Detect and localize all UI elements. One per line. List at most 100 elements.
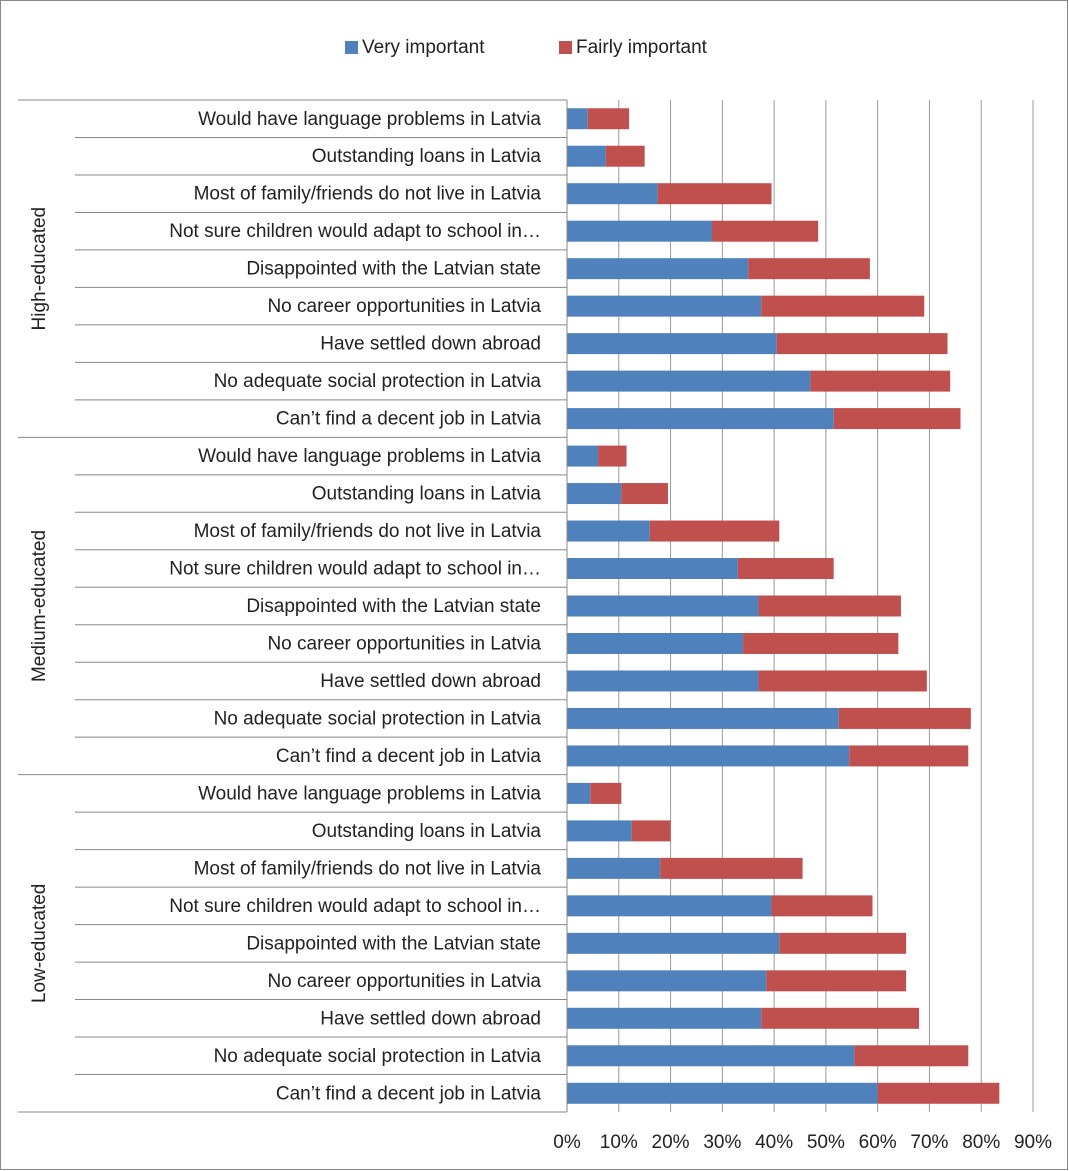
bar <box>838 707 971 729</box>
y-tick-label: Outstanding loans in Latvia <box>312 146 542 167</box>
bar <box>567 782 591 804</box>
y-tick-label: No adequate social protection in Latvia <box>214 371 542 392</box>
bar <box>833 408 961 430</box>
y-tick-label: Outstanding loans in Latvia <box>312 484 542 505</box>
bar <box>587 108 630 130</box>
bar <box>631 820 671 842</box>
bar <box>776 333 948 355</box>
bar <box>567 820 632 842</box>
bar <box>567 1045 855 1067</box>
bar <box>779 932 907 954</box>
bar <box>810 370 951 392</box>
x-tick-label: 50% <box>807 1132 845 1153</box>
bar <box>598 445 627 467</box>
bar <box>567 483 622 505</box>
bar <box>567 408 834 430</box>
bar <box>567 857 661 879</box>
x-tick-label: 30% <box>703 1132 741 1153</box>
bar <box>761 1007 920 1029</box>
y-tick-label: Disappointed with the Latvian state <box>246 933 541 954</box>
group-label: Low-educated <box>29 884 50 1003</box>
bar <box>737 558 834 580</box>
y-tick-label: Outstanding loans in Latvia <box>312 821 542 842</box>
x-tick-label: 70% <box>910 1132 948 1153</box>
bar <box>758 595 901 617</box>
x-tick-label: 0% <box>553 1132 581 1153</box>
y-tick-label: Not sure children would adapt to school … <box>169 221 541 242</box>
bar <box>567 1007 762 1029</box>
bar <box>771 895 873 917</box>
bar <box>761 295 925 317</box>
bar <box>567 932 780 954</box>
y-tick-label: Would have language problems in Latvia <box>198 446 541 467</box>
bar <box>567 520 650 542</box>
bar <box>657 183 772 205</box>
x-tick-label: 60% <box>859 1132 897 1153</box>
bar <box>567 595 759 617</box>
group-label: High-educated <box>29 207 50 331</box>
bar <box>605 145 645 167</box>
bar <box>711 220 819 242</box>
y-tick-label: Have settled down abroad <box>320 671 541 692</box>
legend-label: Very important <box>362 37 485 58</box>
y-tick-label: Have settled down abroad <box>320 334 541 355</box>
bar <box>877 1082 1000 1104</box>
legend-swatch <box>559 41 572 54</box>
y-tick-label: Can’t find a decent job in Latvia <box>276 746 542 767</box>
bar <box>567 670 759 692</box>
y-tick-label: No adequate social protection in Latvia <box>214 708 542 729</box>
bar <box>567 145 606 167</box>
legend-swatch <box>345 41 358 54</box>
bar <box>621 483 668 505</box>
bar <box>567 707 839 729</box>
bar <box>567 1082 878 1104</box>
bar <box>748 258 870 280</box>
bar <box>567 220 712 242</box>
bar <box>766 970 907 992</box>
bar <box>758 670 927 692</box>
y-tick-label: No adequate social protection in Latvia <box>214 1046 542 1067</box>
y-tick-label: Disappointed with the Latvian state <box>246 259 541 280</box>
bar <box>567 970 767 992</box>
bar <box>660 857 803 879</box>
y-tick-label: No career opportunities in Latvia <box>267 296 541 317</box>
x-tick-label: 90% <box>1014 1132 1052 1153</box>
y-tick-label: Not sure children would adapt to school … <box>169 559 541 580</box>
bar <box>567 370 811 392</box>
y-tick-label: Most of family/friends do not live in La… <box>194 521 542 542</box>
bar <box>649 520 780 542</box>
bar <box>567 108 588 130</box>
bar <box>567 895 772 917</box>
bar <box>743 632 899 654</box>
y-tick-label: Have settled down abroad <box>320 1008 541 1029</box>
x-tick-label: 10% <box>600 1132 638 1153</box>
bar <box>567 632 744 654</box>
y-tick-label: Can’t find a decent job in Latvia <box>276 409 542 430</box>
legend-label: Fairly important <box>576 37 708 58</box>
bar <box>567 183 658 205</box>
bar <box>567 558 738 580</box>
y-tick-label: Can’t find a decent job in Latvia <box>276 1083 542 1104</box>
y-tick-label: Disappointed with the Latvian state <box>246 596 541 617</box>
y-tick-label: No career opportunities in Latvia <box>267 971 541 992</box>
y-tick-label: Most of family/friends do not live in La… <box>194 858 542 879</box>
y-tick-label: Most of family/friends do not live in La… <box>194 184 542 205</box>
y-tick-label: No career opportunities in Latvia <box>267 633 541 654</box>
y-tick-label: Would have language problems in Latvia <box>198 783 541 804</box>
group-label: Medium-educated <box>29 530 50 682</box>
x-tick-label: 20% <box>652 1132 690 1153</box>
bar <box>567 745 850 767</box>
bar <box>849 745 969 767</box>
bar <box>567 295 762 317</box>
x-tick-label: 40% <box>755 1132 793 1153</box>
bar <box>590 782 622 804</box>
x-tick-label: 80% <box>962 1132 1000 1153</box>
y-tick-label: Would have language problems in Latvia <box>198 109 541 130</box>
y-tick-label: Not sure children would adapt to school … <box>169 896 541 917</box>
bar <box>567 258 749 280</box>
bar <box>567 445 599 467</box>
bar <box>854 1045 969 1067</box>
bar <box>567 333 777 355</box>
